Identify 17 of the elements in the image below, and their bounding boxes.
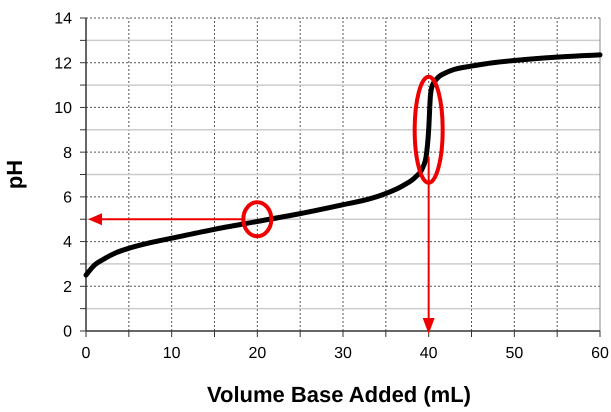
x-tick-label: 10 — [162, 345, 181, 362]
y-axis-title: pH — [2, 160, 27, 190]
y-tick-label: 12 — [54, 55, 72, 72]
y-tick-label: 0 — [63, 324, 72, 341]
y-tick-label: 6 — [63, 189, 72, 206]
y-tick-label: 4 — [63, 234, 72, 252]
x-tick-label: 0 — [82, 345, 91, 362]
x-axis-title: Volume Base Added (mL) — [206, 382, 472, 407]
y-tick-label: 14 — [54, 10, 72, 28]
x-tick-label: 30 — [334, 345, 352, 362]
y-tick-label: 10 — [54, 100, 72, 118]
y-tick-label: 2 — [63, 278, 72, 296]
x-tick-label: 60 — [591, 345, 609, 362]
x-tick-label: 40 — [420, 345, 438, 362]
y-tick-label: 8 — [63, 144, 72, 162]
x-tick-label: 20 — [248, 345, 266, 362]
x-tick-label: 50 — [505, 345, 524, 362]
